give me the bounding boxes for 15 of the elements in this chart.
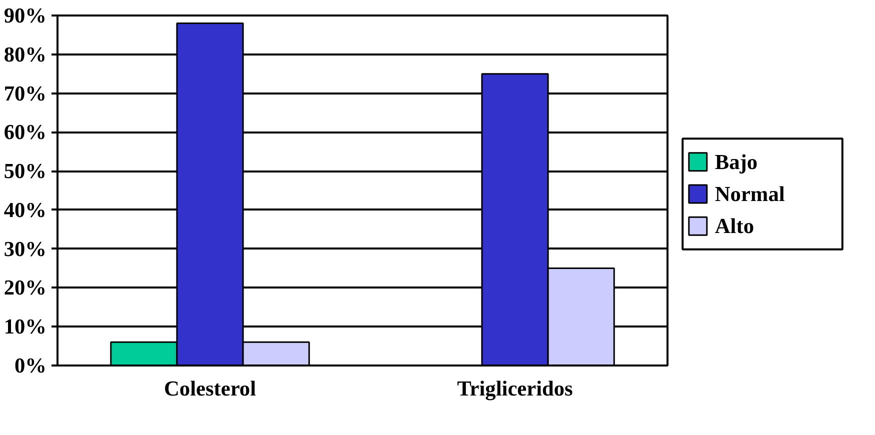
x-tick-label: Colesterol	[164, 376, 256, 400]
legend-label: Normal	[714, 182, 785, 206]
y-tick-label: 80%	[4, 42, 46, 66]
y-tick-label: 70%	[4, 81, 46, 106]
y-tick-label: 60%	[4, 120, 46, 144]
y-tick-label: 0%	[14, 354, 47, 378]
y-tick-label: 10%	[4, 314, 46, 339]
legend-label: Alto	[714, 214, 754, 238]
x-tick-label: Trigliceridos	[457, 376, 573, 400]
y-tick-label: 30%	[4, 236, 46, 261]
y-tick-label: 20%	[4, 276, 46, 300]
legend-label: Bajo	[714, 150, 758, 174]
y-tick-label: 90%	[4, 4, 46, 28]
y-tick-label: 40%	[4, 198, 46, 222]
y-tick-label: 50%	[4, 159, 46, 184]
